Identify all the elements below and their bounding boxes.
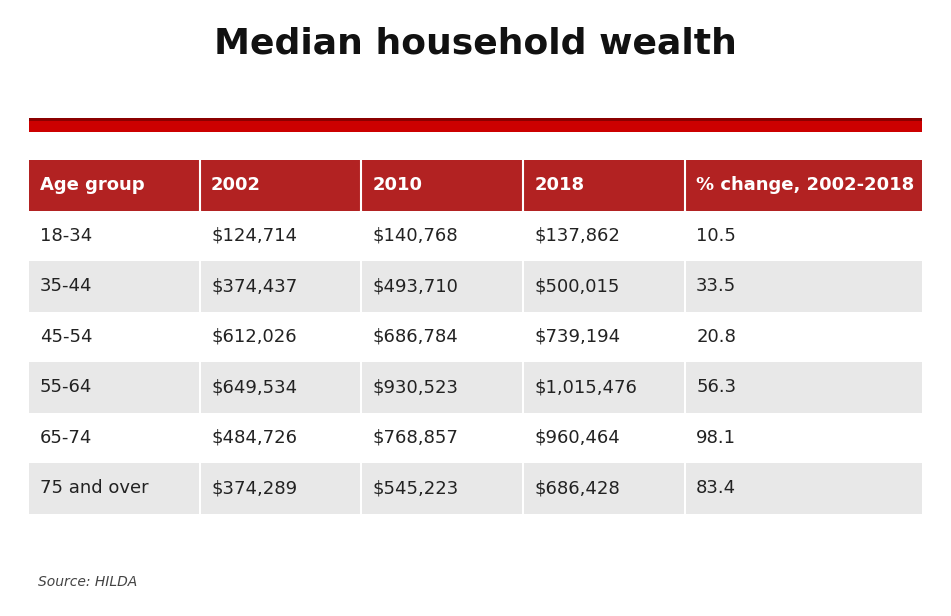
Text: 75 and over: 75 and over — [40, 479, 148, 498]
Text: 2002: 2002 — [211, 176, 262, 195]
Text: $768,857: $768,857 — [373, 429, 458, 447]
Text: $140,768: $140,768 — [373, 227, 458, 245]
Text: 35-44: 35-44 — [40, 277, 92, 296]
Text: 33.5: 33.5 — [696, 277, 736, 296]
Bar — [29, 463, 922, 514]
Text: $1,015,476: $1,015,476 — [534, 378, 637, 397]
Text: $374,437: $374,437 — [211, 277, 298, 296]
Text: $493,710: $493,710 — [373, 277, 458, 296]
Text: 98.1: 98.1 — [696, 429, 736, 447]
Text: $686,784: $686,784 — [373, 328, 458, 346]
Bar — [29, 362, 922, 413]
Bar — [29, 261, 922, 312]
Text: $930,523: $930,523 — [373, 378, 458, 397]
Text: 56.3: 56.3 — [696, 378, 736, 397]
Text: $686,428: $686,428 — [534, 479, 620, 498]
Text: Age group: Age group — [40, 176, 145, 195]
Text: $649,534: $649,534 — [211, 378, 298, 397]
Bar — [29, 413, 922, 463]
Text: $137,862: $137,862 — [534, 227, 620, 245]
Text: 2018: 2018 — [534, 176, 585, 195]
Text: Median household wealth: Median household wealth — [214, 26, 737, 60]
Text: $960,464: $960,464 — [534, 429, 620, 447]
Bar — [29, 211, 922, 261]
Text: 20.8: 20.8 — [696, 328, 736, 346]
Text: Source: HILDA: Source: HILDA — [38, 575, 137, 589]
Bar — [29, 312, 922, 362]
Text: % change, 2002-2018: % change, 2002-2018 — [696, 176, 914, 195]
Bar — [29, 160, 922, 211]
Text: $500,015: $500,015 — [534, 277, 620, 296]
Text: $739,194: $739,194 — [534, 328, 621, 346]
Text: $374,289: $374,289 — [211, 479, 298, 498]
Bar — [29, 118, 922, 121]
Text: 65-74: 65-74 — [40, 429, 92, 447]
Text: 45-54: 45-54 — [40, 328, 92, 346]
Text: 18-34: 18-34 — [40, 227, 92, 245]
Bar — [29, 121, 922, 132]
Text: $545,223: $545,223 — [373, 479, 459, 498]
Text: $612,026: $612,026 — [211, 328, 297, 346]
Text: 10.5: 10.5 — [696, 227, 736, 245]
Text: $484,726: $484,726 — [211, 429, 297, 447]
Text: 55-64: 55-64 — [40, 378, 92, 397]
Text: 2010: 2010 — [373, 176, 423, 195]
Text: 83.4: 83.4 — [696, 479, 736, 498]
Text: $124,714: $124,714 — [211, 227, 297, 245]
